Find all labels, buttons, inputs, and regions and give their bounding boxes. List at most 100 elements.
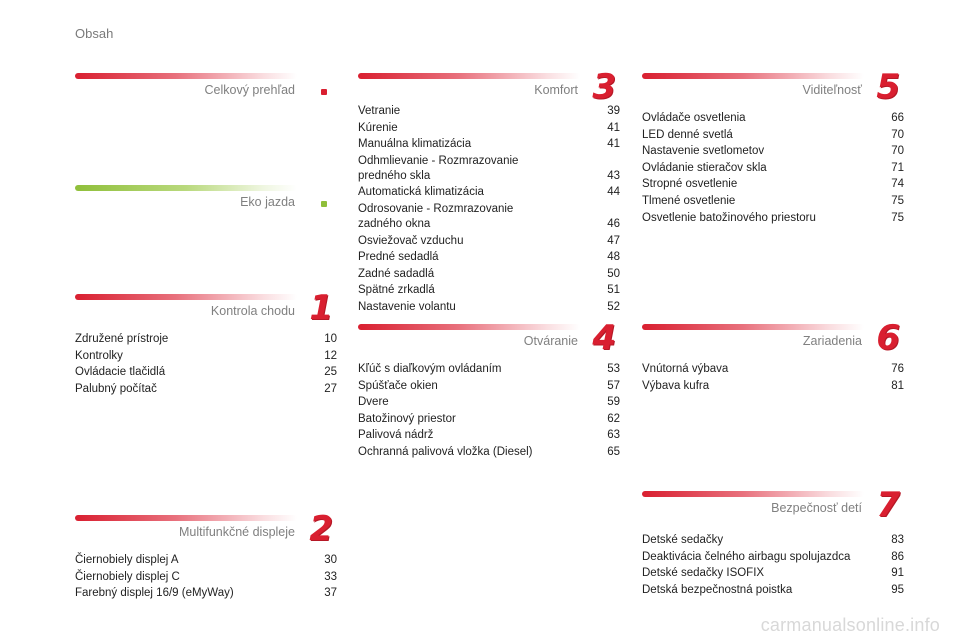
- toc-entry[interactable]: Ovládanie stieračov skla 71: [642, 161, 904, 176]
- toc-entry-page: 81: [891, 379, 904, 392]
- section-title-link[interactable]: Viditeľnosť: [802, 83, 862, 97]
- section-title-link[interactable]: Komfort: [534, 83, 578, 97]
- toc-entry[interactable]: Stropné osvetlenie 74: [642, 177, 904, 192]
- toc-entry-page: 39: [607, 105, 620, 117]
- toc-entry-page: 57: [607, 379, 620, 392]
- toc-entry-label: Spätné zrkadlá: [358, 284, 435, 297]
- toc-entries: Čiernobiely displej A 30 Čiernobiely displ…: [75, 553, 337, 601]
- toc-entry[interactable]: Dvere 59: [358, 395, 620, 410]
- toc-entry[interactable]: Osvetlenie batožinového priestoru 75: [642, 211, 904, 226]
- toc-entry[interactable]: Farebný displej 16/9 (eMyWay) 37: [75, 586, 337, 601]
- toc-entry[interactable]: Odhmlievanie - Rozmrazovanie predného sk…: [358, 154, 620, 184]
- section-header: Kontrola chodu 1: [75, 288, 337, 332]
- toc-entry[interactable]: Kľúč s diaľkovým ovládaním 53: [358, 362, 620, 377]
- section-komfort: Komfort 3 Vetranie 39 Kúrenie 41 Manuálna kl…: [358, 67, 620, 317]
- section-number: 7: [876, 485, 900, 525]
- section-title-link[interactable]: Bezpečnosť detí: [771, 501, 862, 515]
- toc-entry-page: 50: [607, 267, 620, 280]
- section-kontrola-chodu: Kontrola chodu 1 Združené prístroje 10 Kon…: [75, 288, 337, 398]
- toc-entry[interactable]: Ochranná palivová vložka (Diesel) 65: [358, 445, 620, 460]
- toc-entry[interactable]: Deaktivácia čelného airbagu spolujazdca 8…: [642, 550, 904, 565]
- toc-entry-label: Ovládanie stieračov skla: [642, 161, 767, 174]
- toc-entries: Kľúč s diaľkovým ovládaním 53 Spúšťače oki…: [358, 362, 620, 460]
- toc-entry-page: 30: [324, 554, 337, 566]
- toc-entry[interactable]: Nastavenie svetlometov 70: [642, 144, 904, 159]
- section-title-link[interactable]: Celkový prehľad: [204, 83, 296, 97]
- toc-entry[interactable]: Spúšťače okien 57: [358, 379, 620, 394]
- toc-entry-label: Ovládacie tlačidlá: [75, 366, 166, 379]
- toc-entries: Vnútorná výbava 76 Výbava kufra 81: [642, 362, 904, 394]
- toc-entry[interactable]: Detské sedačky 83: [642, 533, 904, 548]
- toc-entry[interactable]: Batožinový priestor 62: [358, 412, 620, 427]
- section-bezpecnost-deti: Bezpečnosť detí 7 Detské sedačky 83 Deakti…: [642, 485, 904, 599]
- section-title-link[interactable]: Multifunkčné displeje: [178, 525, 295, 539]
- toc-entry-label: Dvere: [358, 396, 389, 409]
- toc-entry-label: Osvetlenie batožinového priestoru: [642, 211, 816, 224]
- toc-entry[interactable]: Vetranie 39: [358, 104, 620, 119]
- section-title-link[interactable]: Zariadenia: [802, 334, 862, 348]
- toc-entry[interactable]: Zadné sadadlá 50: [358, 267, 620, 282]
- toc-entry[interactable]: Palubný počítač 27: [75, 382, 337, 397]
- section-header: Otváranie 4: [358, 318, 620, 362]
- toc-entry-label: Odrosovanie - Rozmrazovanie zadného okna: [358, 202, 514, 230]
- section-title-link[interactable]: Otváranie: [523, 334, 578, 348]
- toc-entry[interactable]: Nastavenie volantu 52: [358, 300, 620, 315]
- section-bar: [75, 515, 297, 521]
- toc-entry-page: 62: [607, 412, 620, 425]
- section-bar: [75, 73, 297, 79]
- toc-entry[interactable]: Manuálna klimatizácia 41: [358, 137, 620, 152]
- toc-entry[interactable]: Automatická klimatizácia 44: [358, 185, 620, 200]
- section-viditelnost: Viditeľnosť 5 Ovládače osvetlenia 66 LED d…: [642, 67, 904, 227]
- toc-entry[interactable]: Odrosovanie - Rozmrazovanie zadného okna…: [358, 202, 620, 232]
- section-eko-jazda: Eko jazda: [75, 185, 337, 223]
- toc-entry[interactable]: Kúrenie 41: [358, 121, 620, 136]
- toc-entry-label: Osviežovač vzduchu: [358, 234, 464, 247]
- toc-entry-label: Vetranie: [358, 105, 401, 117]
- section-multifunkcne-displeje: Multifunkčné displeje 2 Čiernobiely disp…: [75, 509, 337, 603]
- toc-entry[interactable]: Detské sedačky ISOFIX 91: [642, 566, 904, 581]
- section-header: Celkový prehľad: [75, 73, 337, 111]
- toc-entry-page: 27: [324, 382, 337, 395]
- toc-entry[interactable]: Spätné zrkadlá 51: [358, 283, 620, 298]
- toc-entry[interactable]: LED denné svetlá 70: [642, 128, 904, 143]
- page-title: Obsah: [75, 26, 114, 41]
- section-bar: [358, 324, 580, 330]
- toc-entry[interactable]: Združené prístroje 10: [75, 332, 337, 347]
- toc-entry[interactable]: Čiernobiely displej C 33: [75, 570, 337, 585]
- toc-entries: Združené prístroje 10 Kontrolky 12 Ovládacie…: [75, 332, 337, 397]
- toc-entry[interactable]: Osviežovač vzduchu 47: [358, 234, 620, 249]
- toc-entry-page: 95: [891, 583, 904, 596]
- toc-entry[interactable]: Tlmené osvetlenie 75: [642, 194, 904, 209]
- toc-entry[interactable]: Výbava kufra 81: [642, 379, 904, 394]
- toc-entry-page: 59: [607, 396, 620, 409]
- toc-entry[interactable]: Detská bezpečnostná poistka 95: [642, 583, 904, 598]
- toc-entries: Vetranie 39 Kúrenie 41 Manuálna klimatizácia…: [358, 104, 620, 315]
- toc-entry-label: Predné sedadlá: [358, 251, 439, 264]
- toc-entry[interactable]: Ovládacie tlačidlá 25: [75, 365, 337, 380]
- section-title-link[interactable]: Eko jazda: [240, 195, 295, 209]
- toc-entry[interactable]: Kontrolky 12: [75, 349, 337, 364]
- section-number: 6: [876, 318, 900, 358]
- toc-entry-label: Výbava kufra: [642, 379, 710, 392]
- section-header: Eko jazda: [75, 185, 337, 223]
- section-otvaranie: Otváranie 4 Kľúč s diaľkovým ovládaním 53…: [358, 318, 620, 462]
- toc-entry-label: Automatická klimatizácia: [358, 186, 484, 199]
- section-title-link[interactable]: Kontrola chodu: [210, 304, 295, 318]
- toc-entry-label: Nastavenie svetlometov: [642, 145, 765, 158]
- toc-entry-label: Detská bezpečnostná poistka: [642, 583, 793, 596]
- toc-entry[interactable]: Palivová nádrž 63: [358, 428, 620, 443]
- toc-entry-label: Odhmlievanie - Rozmrazovanie predného sk…: [358, 154, 519, 182]
- toc-entry[interactable]: Vnútorná výbava 76: [642, 362, 904, 377]
- toc-entry-label: Detské sedačky: [642, 534, 724, 546]
- toc-entry-label: Farebný displej 16/9 (eMyWay): [75, 587, 234, 600]
- toc-entry-label: Nastavenie volantu: [358, 300, 456, 313]
- section-number: 2: [309, 509, 333, 549]
- toc-entry-page: 52: [607, 300, 620, 313]
- toc-entry-label: Čiernobiely displej A: [75, 554, 179, 566]
- toc-entry[interactable]: Čiernobiely displej A 30: [75, 553, 337, 568]
- toc-entry-page: 65: [607, 445, 620, 458]
- toc-entry[interactable]: Ovládače osvetlenia 66: [642, 111, 904, 126]
- toc-entry[interactable]: Predné sedadlá 48: [358, 250, 620, 265]
- toc-entry-page: 66: [891, 112, 904, 124]
- toc-entries: Ovládače osvetlenia 66 LED denné svetlá 70 N…: [642, 111, 904, 226]
